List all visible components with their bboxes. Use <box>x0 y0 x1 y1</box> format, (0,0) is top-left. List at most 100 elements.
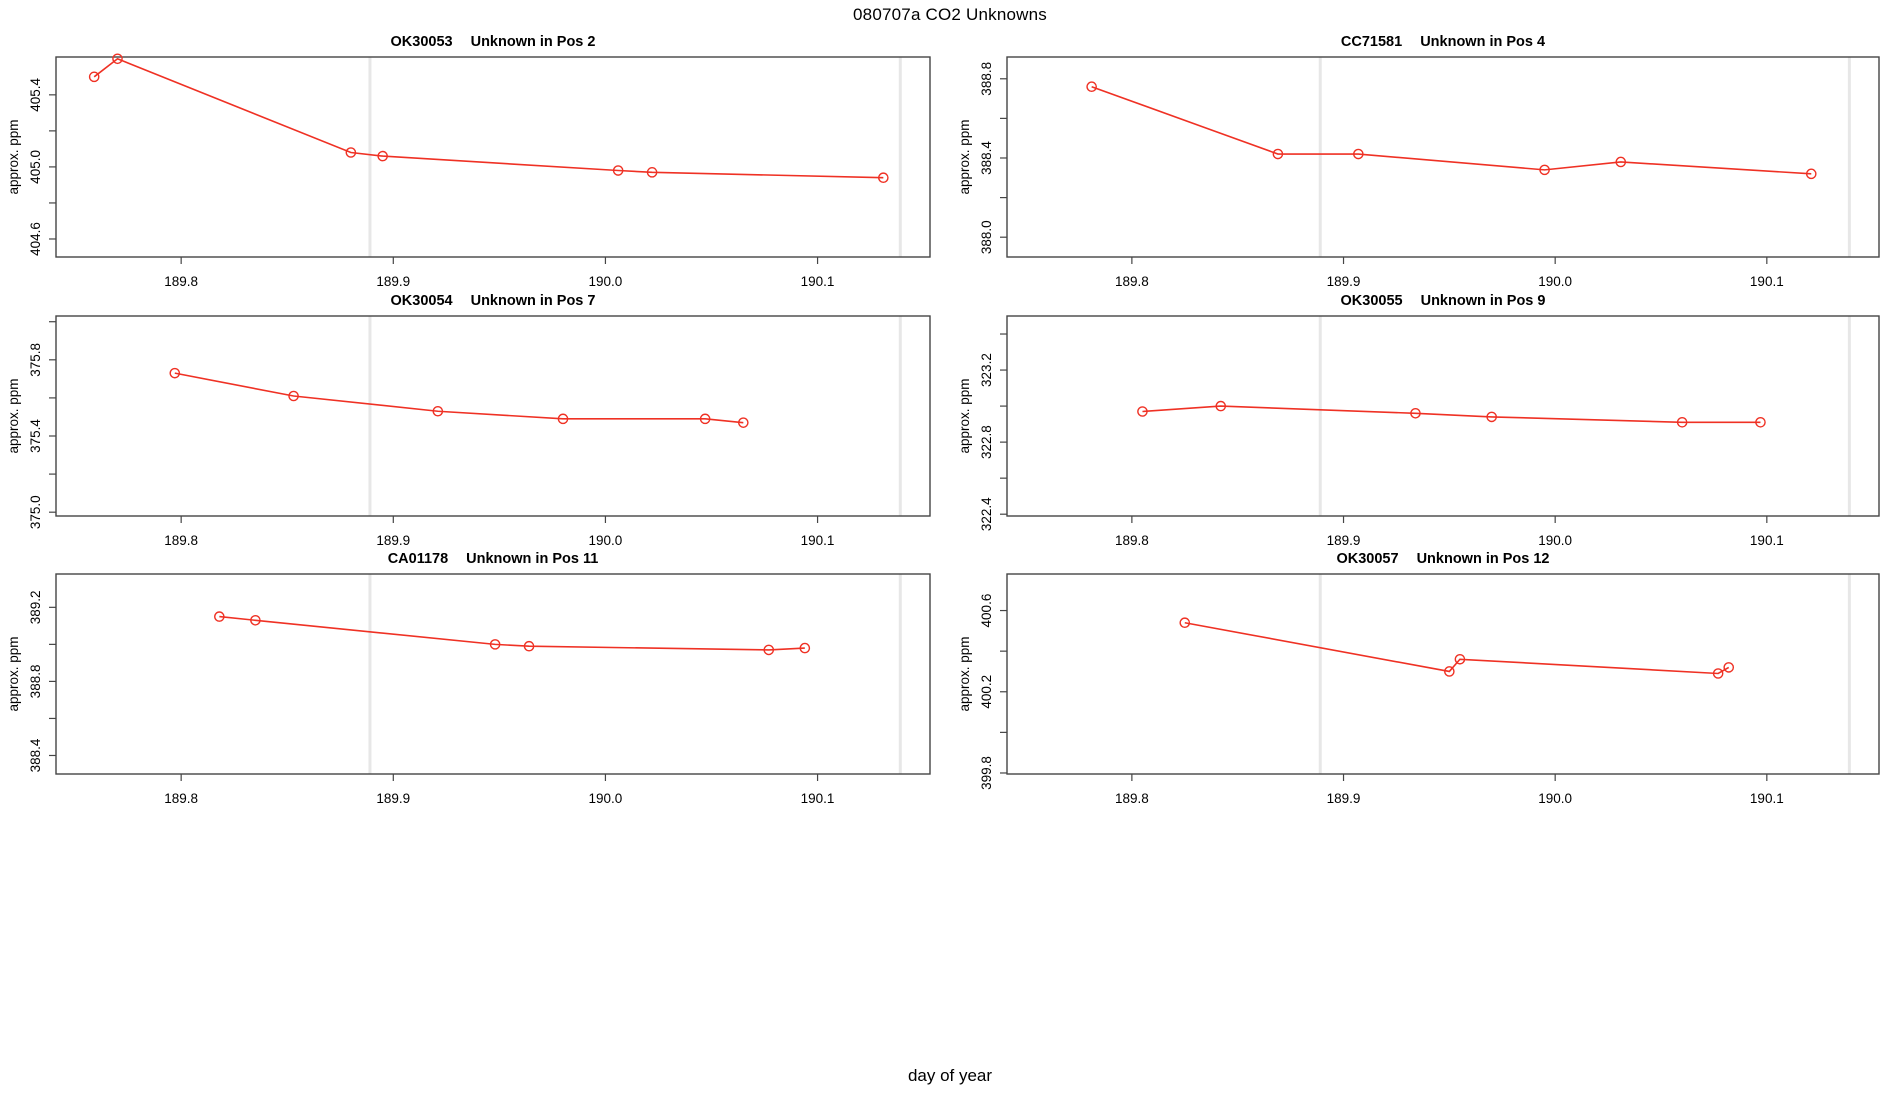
data-point <box>1755 417 1766 428</box>
data-point <box>699 413 711 425</box>
subplot-subtitle: Unknown in Pos 7 <box>471 293 596 309</box>
data-line <box>174 372 744 424</box>
data-point <box>557 413 569 425</box>
x-tick-label: 190.1 <box>1750 791 1784 806</box>
x-tick-label: 190.0 <box>1538 791 1572 806</box>
y-tick-label: 389.2 <box>28 590 43 624</box>
subplot-sample-id: OK30053 <box>391 34 453 50</box>
x-tick-label: 189.8 <box>1115 274 1149 289</box>
y-tick-label: 322.4 <box>979 497 994 531</box>
data-point <box>1723 662 1735 673</box>
y-tick-label: 405.4 <box>28 77 43 111</box>
data-point <box>489 639 501 650</box>
data-point <box>1805 168 1817 180</box>
x-tick-label: 189.8 <box>164 274 198 289</box>
subplot-sample-id: CA01178 <box>388 551 448 567</box>
x-tick-label: 190.0 <box>589 533 623 548</box>
y-tick-label: 388.4 <box>28 738 43 772</box>
data-point <box>646 167 658 178</box>
data-point <box>1086 81 1097 93</box>
x-tick-label: 190.0 <box>1538 274 1572 289</box>
x-tick-label: 190.0 <box>589 274 623 289</box>
y-axis-title: approx. ppm <box>6 119 21 194</box>
subplot-subtitle: Unknown in Pos 2 <box>471 34 596 50</box>
x-tick-label: 189.8 <box>1115 533 1149 548</box>
y-tick-label: 388.8 <box>28 665 43 699</box>
data-point <box>112 53 123 65</box>
data-line <box>1184 621 1730 675</box>
data-line <box>1142 405 1761 424</box>
subplot-subtitle: Unknown in Pos 12 <box>1417 551 1550 567</box>
x-tick-label: 189.9 <box>376 791 410 806</box>
plot-box <box>55 315 931 517</box>
x-tick-label: 190.0 <box>1538 533 1572 548</box>
data-point <box>169 367 181 379</box>
subplot-sample-id: OK30057 <box>1336 551 1398 567</box>
x-tick-label: 189.8 <box>164 533 198 548</box>
data-point <box>1410 407 1421 419</box>
plot-OK30054: 189.8 189.9 190.0 190.1 375.0 375.4 375.8 appro… <box>6 293 931 548</box>
data-line <box>1091 85 1812 175</box>
plot-CC71581: 189.8 189.9 190.0 190.1 388.0 388.4 388.8 appro… <box>957 34 1880 289</box>
x-tick-label: 189.9 <box>376 274 410 289</box>
y-tick-label: 388.8 <box>979 62 994 96</box>
plot-box <box>55 573 931 775</box>
y-axis-title: approx. ppm <box>957 636 972 711</box>
data-point <box>799 642 811 654</box>
figure-xlabel: day of year <box>907 1066 993 1085</box>
x-tick-label: 189.9 <box>1327 274 1361 289</box>
x-tick-label: 190.1 <box>801 533 835 548</box>
data-point <box>878 172 889 184</box>
x-tick-label: 189.9 <box>376 533 410 548</box>
data-point <box>214 611 225 622</box>
plot-box <box>55 56 931 258</box>
subplot-title: OK30057 Unknown in Pos 12 <box>1336 551 1549 567</box>
data-point <box>1179 617 1191 629</box>
y-tick-label: 375.4 <box>28 419 43 453</box>
plot-OK30055: 189.8 189.9 190.0 190.1 322.4 322.8 323.2 appro… <box>957 293 1880 548</box>
y-tick-label: 400.2 <box>979 675 994 709</box>
data-point <box>288 390 299 402</box>
x-tick-label: 190.0 <box>589 791 623 806</box>
data-point <box>1676 417 1688 428</box>
subplot-title: OK30053 Unknown in Pos 2 <box>391 34 596 50</box>
data-point <box>763 644 775 656</box>
y-axis-title: approx. ppm <box>957 119 972 194</box>
data-point <box>1444 666 1455 677</box>
plot-OK30053: 189.8 189.9 190.0 190.1 404.6 405.0 405.4 appro… <box>6 34 931 289</box>
y-axis-title: approx. ppm <box>6 378 21 453</box>
y-tick-label: 375.0 <box>28 495 43 529</box>
plot-OK30057: 189.8 189.9 190.0 190.1 399.8 400.2 400.6 appro… <box>957 551 1880 806</box>
y-tick-label: 400.6 <box>979 594 994 628</box>
data-point <box>1712 668 1724 679</box>
data-point <box>1137 406 1148 417</box>
y-tick-label: 405.0 <box>28 150 43 184</box>
plot-box <box>1006 56 1880 258</box>
data-point <box>1272 148 1284 160</box>
subplot-subtitle: Unknown in Pos 9 <box>1421 293 1546 309</box>
x-tick-label: 190.1 <box>1750 274 1784 289</box>
data-point <box>523 640 535 652</box>
y-axis-title: approx. ppm <box>6 636 21 711</box>
subplot-sample-id: OK30055 <box>1341 293 1403 309</box>
figure-title: 080707a CO2 Unknowns <box>853 5 1047 24</box>
data-point <box>432 405 444 417</box>
data-point <box>1486 411 1497 423</box>
x-tick-label: 189.9 <box>1327 791 1361 806</box>
subplot-title: OK30054 Unknown in Pos 7 <box>391 293 596 309</box>
data-point <box>738 417 749 428</box>
plot-box <box>1006 573 1880 775</box>
subplot-title: CA01178 Unknown in Pos 11 <box>388 551 599 567</box>
x-tick-label: 190.1 <box>1750 533 1784 548</box>
data-point <box>377 150 388 162</box>
x-tick-label: 189.8 <box>1115 791 1149 806</box>
data-point <box>1353 148 1364 160</box>
x-tick-label: 190.1 <box>801 274 835 289</box>
y-tick-label: 323.2 <box>979 353 994 387</box>
subplot-title: OK30055 Unknown in Pos 9 <box>1341 293 1546 309</box>
y-tick-label: 375.8 <box>28 343 43 377</box>
y-tick-label: 388.0 <box>979 220 994 254</box>
y-tick-label: 399.8 <box>979 756 994 790</box>
data-point <box>1215 400 1227 412</box>
